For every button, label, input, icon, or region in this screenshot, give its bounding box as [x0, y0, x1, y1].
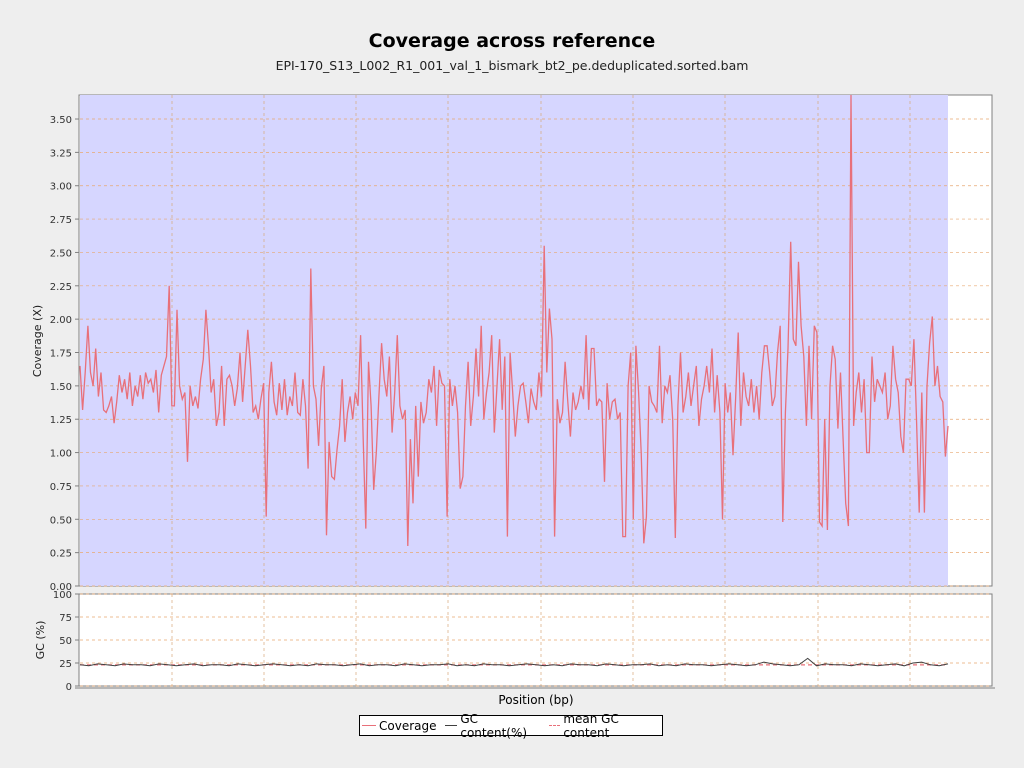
legend-item-gc: GC content(%) [444, 711, 542, 740]
legend-label-gc: GC content(%) [460, 711, 528, 740]
chart-subtitle: EPI-170_S13_L002_R1_001_val_1_bismark_bt… [275, 58, 749, 73]
coverage-y-tick-label: 3.25 [50, 148, 72, 159]
coverage-y-tick-label: 1.00 [50, 449, 72, 460]
gc-y-ticks: 0 25 50 75 100 [53, 590, 79, 693]
gc-y-tick-label: 75 [59, 613, 72, 624]
coverage-y-tick-label: 0.00 [50, 582, 72, 593]
coverage-series-line [79, 94, 949, 547]
gc-legend-swatch [444, 725, 458, 726]
coverage-y-tick-label: 1.25 [50, 415, 72, 426]
legend-item-coverage: Coverage [362, 719, 437, 733]
x-axis-label: Position (bp) [498, 693, 573, 707]
gc-y-tick-label: 0 [66, 682, 72, 693]
chart-legend: Coverage GC content(%) mean GC content [359, 712, 663, 740]
coverage-plot: 0.00 0.25 0.50 0.75 1.00 1.25 1.50 1.75 2.00 2.25… [31, 94, 993, 593]
coverage-y-ticks: 0.00 0.25 0.50 0.75 1.00 1.25 1.50 1.75 2.00 2.25… [50, 115, 79, 593]
chart-title: Coverage across reference [368, 30, 656, 52]
legend-label-mean-gc: mean GC content [563, 711, 619, 740]
mean-gc-legend-swatch [549, 725, 561, 726]
coverage-y-axis-label: Coverage (X) [31, 305, 44, 377]
coverage-y-tick-label: 2.25 [50, 282, 72, 293]
gc-y-tick-label: 25 [59, 659, 72, 670]
legend-item-mean-gc: mean GC content [549, 712, 660, 740]
coverage-y-tick-label: 0.25 [50, 549, 72, 560]
coverage-y-tick-label: 1.50 [50, 382, 72, 393]
coverage-y-tick-label: 3.00 [50, 182, 72, 193]
coverage-y-tick-label: 0.50 [50, 515, 72, 526]
coverage-y-tick-label: 0.75 [50, 482, 72, 493]
coverage-y-tick-label: 2.00 [50, 315, 72, 326]
coverage-y-tick-label: 2.75 [50, 215, 72, 226]
coverage-y-tick-label: 3.50 [50, 115, 72, 126]
coverage-fill-region [80, 95, 948, 586]
gc-series-line [79, 657, 949, 667]
gc-gridlines [80, 593, 991, 687]
gc-y-axis-label: GC (%) [34, 621, 47, 660]
coverage-y-tick-label: 2.50 [50, 248, 72, 259]
gc-y-tick-label: 100 [53, 590, 72, 601]
coverage-area-fill [80, 95, 948, 586]
gc-plot: 0 25 50 75 100 GC (%) [34, 590, 995, 693]
coverage-legend-swatch [362, 725, 376, 726]
gc-y-tick-label: 50 [59, 636, 72, 647]
coverage-y-tick-label: 1.75 [50, 349, 72, 360]
legend-label-coverage: Coverage [379, 718, 437, 733]
